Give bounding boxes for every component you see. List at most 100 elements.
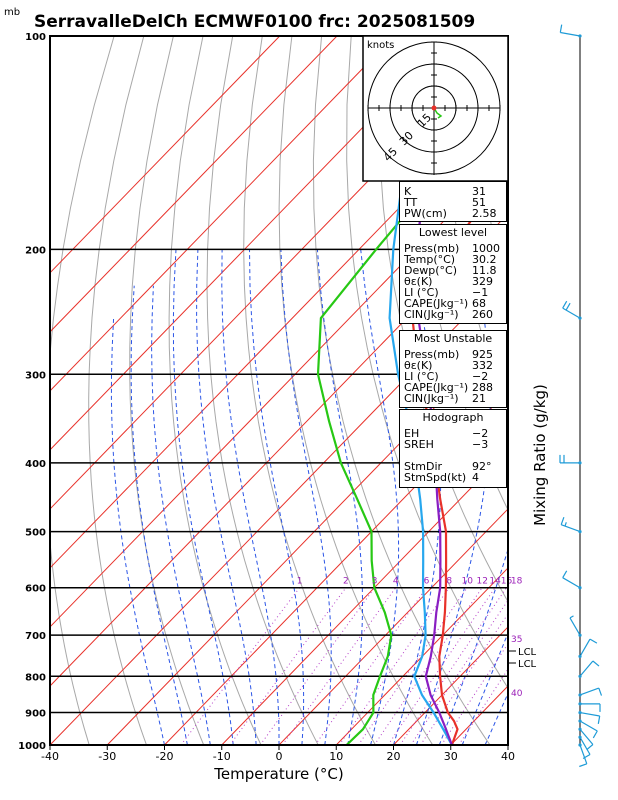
mixing-ratio-line xyxy=(180,587,300,745)
adiabat-label: 40 xyxy=(511,689,523,699)
mixing-ratio-label: 18 xyxy=(511,577,523,587)
isotherm xyxy=(221,449,508,745)
wind-barb-station xyxy=(578,735,582,739)
index-value: 21 xyxy=(472,392,486,405)
wind-barb-station xyxy=(578,530,582,534)
wind-barb xyxy=(569,617,581,636)
most-unstable-header: Most Unstable xyxy=(413,332,493,345)
isotherm xyxy=(507,744,508,745)
x-tick-label: 20 xyxy=(387,750,401,763)
dry-adiabat xyxy=(588,36,618,745)
wind-barb-station xyxy=(578,316,582,320)
index-row: CAPE(Jkg⁻¹) 288 xyxy=(400,382,506,393)
moist-adiabat xyxy=(172,249,234,745)
moist-adiabat xyxy=(151,285,211,745)
mixing-ratio-label: 16 xyxy=(501,577,513,587)
wind-barb xyxy=(579,638,591,657)
wind-barb xyxy=(560,524,581,533)
lcl-label: LCL xyxy=(518,647,537,658)
dry-adiabat xyxy=(346,36,508,689)
isotherm xyxy=(164,390,508,745)
wind-barb xyxy=(579,744,588,765)
chart-title: SerravalleDelCh ECMWF0100 frc: 202508150… xyxy=(34,12,475,32)
y-axis-ticks: 100 200 300 400 500 600 700 800 900 1000 xyxy=(18,32,46,752)
wind-barb-feather xyxy=(565,302,571,311)
index-row: LI (°C) −1 xyxy=(400,287,506,298)
dry-adiabat xyxy=(206,36,319,745)
wind-barb xyxy=(579,687,600,696)
index-key: EH xyxy=(404,427,420,440)
index-value: −2 xyxy=(472,370,489,383)
moist-adiabat xyxy=(316,249,363,745)
wind-barb-feather xyxy=(579,763,588,768)
mixing-ratio-line xyxy=(314,587,427,745)
index-value: 11.8 xyxy=(472,264,497,277)
mixing-ratio-label: 1 xyxy=(297,577,303,587)
wind-barb xyxy=(579,660,594,677)
index-value: −3 xyxy=(472,438,489,451)
lowest-level-panel: Lowest level Press(mb) 1000 Temp(°C) 30.2 De… xyxy=(399,224,507,324)
index-row: CIN(Jkg⁻¹) 260 xyxy=(400,309,506,320)
x-tick-label: 30 xyxy=(444,750,458,763)
index-key: Press(mb) xyxy=(404,348,460,361)
y-tick-label: 400 xyxy=(25,459,46,470)
x-tick-label: -10 xyxy=(213,750,231,763)
moist-adiabat xyxy=(221,249,280,745)
wind-barb-feather xyxy=(589,638,598,644)
index-row: Press(mb) 925 xyxy=(400,349,506,360)
index-value: 288 xyxy=(472,381,493,394)
dry-adiabat xyxy=(50,36,115,745)
wind-barb-feather xyxy=(597,715,601,725)
profile-line-2 xyxy=(388,91,453,745)
moist-adiabat xyxy=(110,318,165,745)
x-axis-title: Temperature (°C) xyxy=(213,765,343,783)
isotherm xyxy=(335,567,508,745)
moist-adiabat xyxy=(360,249,400,745)
profile-line-0 xyxy=(411,166,508,745)
wind-barb-station xyxy=(578,633,582,637)
index-row: θε(K) 329 xyxy=(400,276,506,287)
hodograph-unit-label: knots xyxy=(367,40,394,51)
index-row: Temp(°C) 30.2 xyxy=(400,254,506,265)
wind-barb-feather xyxy=(560,516,565,525)
hodograph-indices-panel: Hodograph EH −2 SREH −3 StmDir 92° StmSpd(kt) 4 xyxy=(399,409,507,488)
mixing-ratio-label: 2 xyxy=(343,577,349,587)
hodograph-indices-header: Hodograph xyxy=(422,411,484,424)
index-row: LI (°C) −2 xyxy=(400,371,506,382)
index-key: Press(mb) xyxy=(404,242,460,255)
index-row: EH −2 xyxy=(400,428,506,439)
lowest-level-header: Lowest level xyxy=(418,226,488,239)
y-tick-label: 900 xyxy=(25,709,46,720)
mixing-ratio-line xyxy=(458,668,508,745)
y-tick-label: 700 xyxy=(25,631,46,642)
y-axis-title: Mixing Ratio (g/kg) xyxy=(531,384,549,526)
x-tick-label: -20 xyxy=(156,750,174,763)
index-value: 30.2 xyxy=(472,253,497,266)
mixing-ratio-label: 8 xyxy=(446,577,452,587)
x-tick-label: 0 xyxy=(276,750,283,763)
moist-adiabat xyxy=(130,285,188,745)
isotherm xyxy=(50,272,508,745)
index-value: 260 xyxy=(472,308,493,321)
index-key: SREH xyxy=(404,438,434,451)
index-row: K 31 xyxy=(400,186,506,197)
wind-barb xyxy=(562,307,581,319)
hodograph-ticks xyxy=(367,41,501,175)
index-row: Dewp(°C) 11.8 xyxy=(400,265,506,276)
background-lines xyxy=(50,36,618,745)
x-tick-label: -40 xyxy=(41,750,59,763)
x-tick-label: -30 xyxy=(98,750,116,763)
wind-barb-station xyxy=(578,654,582,659)
index-value: 329 xyxy=(472,275,493,288)
index-value: −2 xyxy=(472,427,489,440)
isotherm xyxy=(50,154,508,628)
wind-barb-station xyxy=(578,693,582,697)
y-tick-label: 500 xyxy=(25,528,46,539)
y-tick-label: 300 xyxy=(25,370,46,381)
moist-adiabat xyxy=(249,249,305,745)
wind-barb-station xyxy=(578,727,582,731)
profile-line-1 xyxy=(316,97,508,745)
isotherm xyxy=(50,36,452,451)
wind-barb xyxy=(579,728,594,745)
